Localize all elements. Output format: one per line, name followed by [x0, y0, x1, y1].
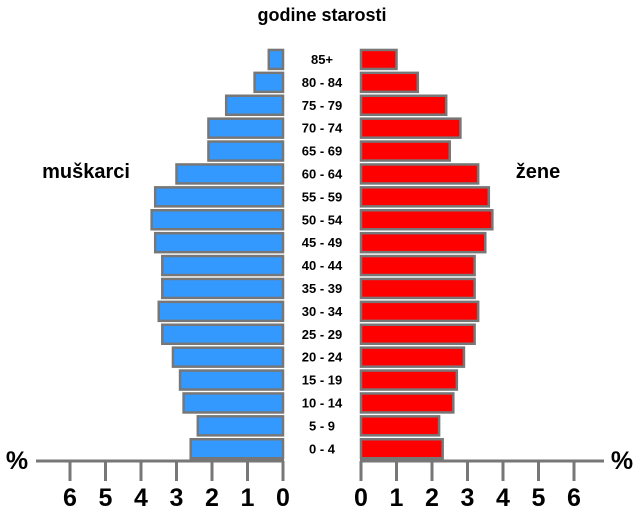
male-bar-45-49 [153, 231, 285, 254]
male-bars [150, 48, 285, 460]
left-unit-label: % [6, 447, 28, 475]
age-label-30-34: 30 - 34 [302, 304, 343, 319]
female-bars [359, 48, 494, 460]
male-bar-85 [267, 48, 285, 71]
male-bar-5-9 [196, 415, 285, 437]
right-tick-label-6: 6 [567, 484, 581, 512]
x-axes: 0 01 12 23 34 45 56 6 [36, 459, 604, 512]
female-bar-40-44 [359, 254, 476, 277]
age-label-70-74: 70 - 74 [302, 121, 343, 136]
left-tick-label-2: 2 [205, 484, 219, 512]
age-label-35-39: 35 - 39 [302, 281, 342, 296]
male-bar-30-34 [157, 300, 285, 323]
male-bar-20-24 [171, 346, 285, 368]
age-label-40-44: 40 - 44 [302, 258, 343, 273]
female-bar-55-59 [359, 186, 491, 208]
male-bar-15-19 [178, 369, 285, 391]
age-label-15-19: 15 - 19 [302, 373, 342, 388]
age-group-labels: 85+ 80 - 84 75 - 79 70 - 74 65 - 69 60 - 64 55… [302, 52, 343, 456]
age-label-75-79: 75 - 79 [302, 98, 342, 113]
age-label-80-84: 80 - 84 [302, 75, 343, 90]
female-bar-5-9 [359, 415, 441, 437]
left-tick-label-5: 5 [99, 484, 113, 512]
age-label-5-9: 5 - 9 [309, 418, 335, 433]
right-tick-label-5: 5 [532, 484, 546, 512]
female-bar-30-34 [359, 300, 480, 323]
right-tick-label-0: 0 [354, 484, 368, 512]
right-unit-label: % [611, 447, 633, 475]
male-bar-25-29 [161, 323, 285, 345]
left-series-label: muškarci [42, 161, 130, 183]
male-bar-40-44 [161, 254, 285, 277]
female-bar-20-24 [359, 346, 466, 368]
left-tick-label-1: 1 [241, 484, 255, 512]
left-tick-label-4: 4 [134, 484, 148, 512]
age-label-50-54: 50 - 54 [302, 212, 343, 227]
right-series-label: žene [516, 161, 560, 183]
female-bar-25-29 [359, 323, 476, 345]
left-tick-label-6: 6 [63, 484, 77, 512]
female-bar-75-79 [359, 94, 448, 116]
male-bar-50-54 [150, 209, 285, 231]
female-bar-70-74 [359, 117, 462, 139]
male-bar-35-39 [161, 277, 285, 300]
age-label-65-69: 65 - 69 [302, 144, 342, 159]
female-bar-15-19 [359, 369, 459, 391]
female-bar-80-84 [359, 71, 420, 94]
age-label-85: 85+ [311, 52, 333, 67]
female-bar-45-49 [359, 231, 487, 254]
female-bar-0-4 [359, 438, 444, 460]
male-bar-60-64 [175, 163, 285, 185]
right-tick-label-2: 2 [425, 484, 439, 512]
age-label-10-14: 10 - 14 [302, 395, 343, 410]
male-bar-80-84 [253, 71, 285, 94]
age-label-25-29: 25 - 29 [302, 327, 342, 342]
chart-title: godine starosti [257, 5, 386, 25]
right-tick-label-3: 3 [461, 484, 475, 512]
female-bar-10-14 [359, 392, 455, 414]
left-tick-label-3: 3 [170, 484, 184, 512]
female-bar-85 [359, 48, 398, 71]
male-bar-75-79 [224, 94, 285, 116]
female-bar-65-69 [359, 140, 451, 162]
male-bar-0-4 [189, 438, 285, 460]
male-bar-55-59 [153, 186, 285, 208]
age-label-0-4: 0 - 4 [309, 441, 336, 456]
right-tick-label-1: 1 [390, 484, 404, 512]
left-tick-label-0: 0 [276, 484, 290, 512]
female-bar-60-64 [359, 163, 480, 185]
age-label-45-49: 45 - 49 [302, 235, 342, 250]
age-label-60-64: 60 - 64 [302, 166, 343, 181]
female-bar-35-39 [359, 277, 476, 300]
right-tick-label-4: 4 [496, 484, 510, 512]
male-bar-10-14 [182, 392, 285, 414]
male-bar-65-69 [207, 140, 285, 162]
female-bar-50-54 [359, 209, 494, 231]
age-label-55-59: 55 - 59 [302, 189, 342, 204]
age-label-20-24: 20 - 24 [302, 350, 343, 365]
male-bar-70-74 [207, 117, 285, 139]
